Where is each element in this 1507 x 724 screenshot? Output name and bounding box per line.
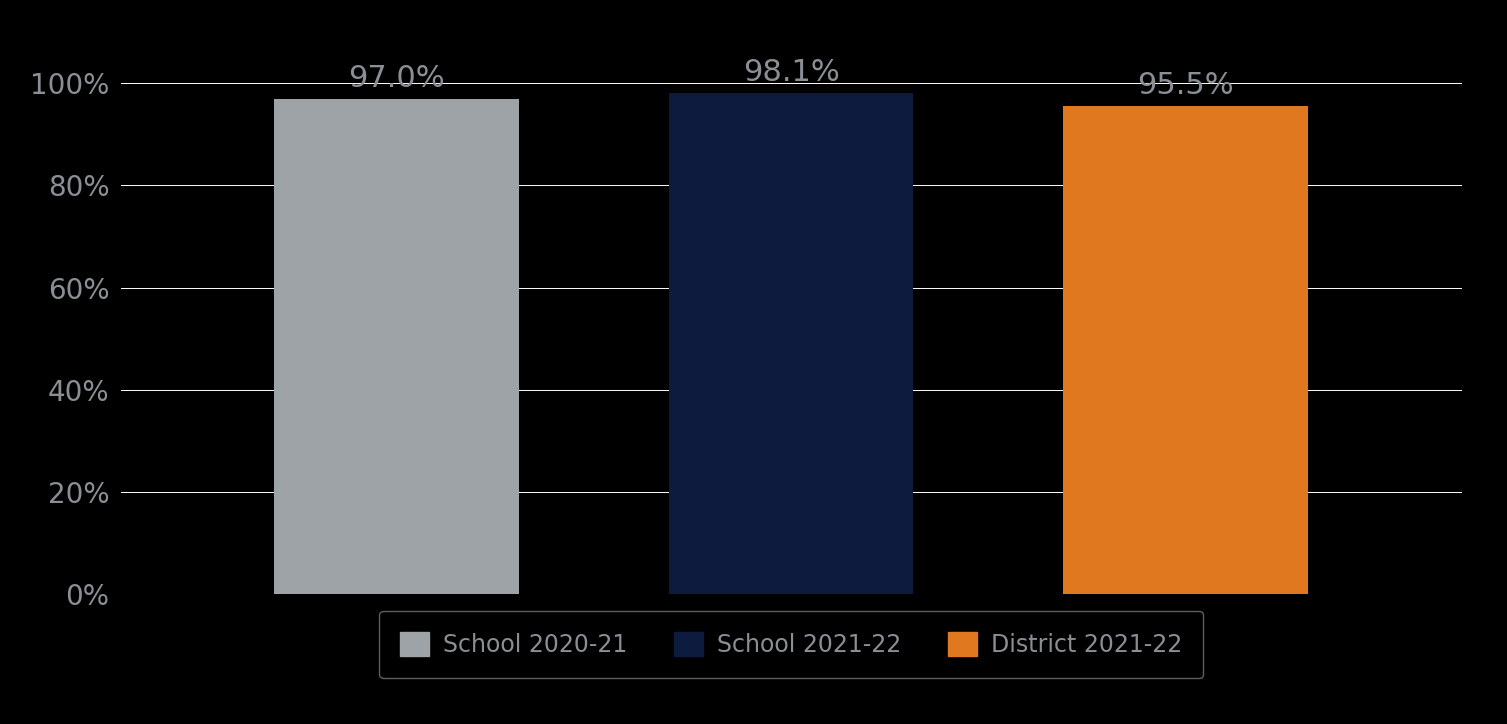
Text: 97.0%: 97.0% bbox=[348, 64, 445, 93]
Bar bbox=[274, 98, 518, 594]
Text: 95.5%: 95.5% bbox=[1138, 71, 1234, 100]
Bar bbox=[669, 93, 913, 594]
Bar bbox=[1064, 106, 1308, 594]
Legend: School 2020-21, School 2021-22, District 2021-22: School 2020-21, School 2021-22, District… bbox=[380, 611, 1203, 678]
Text: 98.1%: 98.1% bbox=[743, 58, 839, 87]
